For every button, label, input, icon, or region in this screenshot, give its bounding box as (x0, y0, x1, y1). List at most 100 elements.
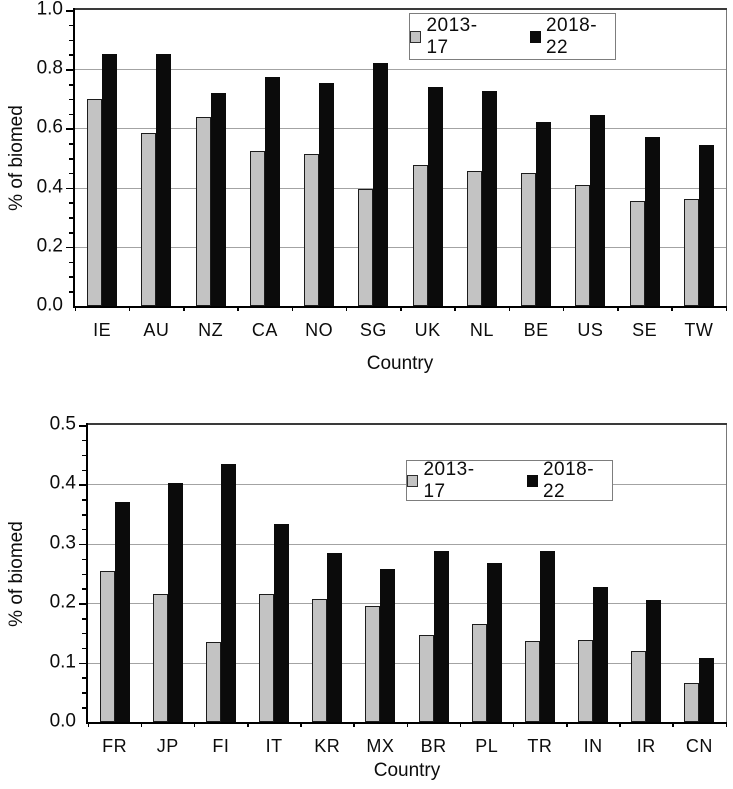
x-category-label: CA (251, 320, 278, 340)
legend-label: 2018-22 (545, 14, 598, 58)
x-boundary-tick (300, 722, 302, 727)
bar-TW-2018-22 (698, 144, 714, 306)
y-tick-label: 0.6 (36, 116, 63, 138)
y-minor-tick (69, 113, 73, 116)
legend-swatch-2018-22 (529, 30, 541, 43)
x-boundary-tick (566, 722, 568, 727)
x-axis-title: Country (373, 760, 441, 781)
x-category-label: IN (583, 736, 603, 756)
x-boundary-tick (74, 306, 76, 311)
bar-IT-2018-22 (274, 524, 290, 722)
y-axis-title: % of biomed (6, 521, 27, 627)
y-axis-line (86, 423, 88, 724)
y-minor-tick (82, 677, 86, 679)
x-category-label: TW (684, 320, 714, 340)
y-minor-tick (69, 276, 73, 278)
y-tick-label: 0.0 (49, 710, 76, 732)
x-category-label: KR (314, 736, 341, 756)
plot-area: 0.5 0.4 0.3 0.2 0.1 0.0 FR JP FI IT KR MX BR PL TR IN IR… (50, 414, 727, 756)
plot-border-right (725, 10, 727, 306)
gridline (88, 543, 726, 545)
bar-IR-2018-22 (646, 600, 662, 722)
bar-CA-2018-22 (264, 76, 280, 306)
x-category-label: NZ (198, 320, 224, 340)
bar-FR-2018-22 (114, 502, 130, 722)
legend-swatch-2018-22 (526, 474, 538, 487)
y-tick-label: 0.2 (49, 591, 76, 613)
x-boundary-tick (619, 722, 621, 727)
bar-BE-2018-22 (536, 122, 552, 306)
bar-IN-2018-22 (593, 586, 609, 722)
x-boundary-tick (508, 306, 510, 311)
y-minor-tick (82, 499, 86, 501)
y-minor-tick (82, 647, 86, 650)
y-major-tick (79, 543, 86, 546)
x-category-label: TR (527, 736, 553, 756)
x-category-label: BE (523, 320, 549, 340)
y-minor-tick (69, 84, 73, 86)
y-minor-tick (82, 632, 86, 635)
legend-entry-2013-17: 2013-17 (410, 15, 496, 59)
bar-TR-2013-17 (524, 640, 540, 722)
y-minor-tick (82, 558, 86, 561)
bar-NO-2018-22 (319, 82, 335, 306)
y-minor-tick (82, 573, 86, 575)
x-category-label: JP (156, 736, 179, 756)
y-minor-tick (69, 291, 73, 293)
legend-label: 2013-17 (426, 14, 478, 58)
bar-NZ-2018-22 (210, 92, 226, 306)
x-boundary-tick (247, 722, 249, 727)
x-boundary-tick (345, 306, 348, 311)
legend: 2013-17 2018-22 (406, 459, 613, 503)
y-minor-tick (82, 528, 86, 531)
y-minor-tick (69, 232, 73, 234)
x-boundary-tick (454, 306, 456, 311)
bar-JP-2018-22 (167, 482, 183, 722)
y-minor-tick (69, 24, 73, 27)
x-boundary-tick (725, 722, 727, 727)
y-tick-label: 0.8 (36, 57, 63, 79)
bar-JP-2013-17 (152, 594, 168, 722)
x-boundary-tick (291, 306, 293, 311)
bar-FI-2013-17 (205, 641, 221, 722)
bar-NL-2018-22 (481, 91, 497, 306)
bar-BR-2018-22 (433, 550, 449, 722)
bar-MX-2018-22 (380, 569, 396, 722)
bar-UK-2018-22 (427, 86, 443, 306)
bar-AU-2013-17 (141, 132, 157, 306)
gridline (88, 603, 726, 605)
bar-SG-2018-22 (373, 63, 389, 306)
bar-IE-2018-22 (102, 54, 118, 306)
x-boundary-tick (87, 722, 89, 727)
x-category-label: FI (212, 736, 230, 756)
bar-SG-2013-17 (358, 189, 374, 306)
x-category-label: PL (475, 736, 499, 756)
bar-CN-2018-22 (699, 658, 715, 722)
bar-IT-2013-17 (259, 594, 275, 722)
y-tick-label: 0.4 (36, 176, 63, 198)
bar-MX-2013-17 (365, 605, 381, 722)
x-category-label: NO (305, 320, 334, 340)
y-major-tick (66, 10, 73, 12)
x-boundary-tick (406, 722, 408, 727)
y-tick-label: 0.1 (49, 651, 76, 673)
x-boundary-tick (353, 722, 355, 727)
x-category-label: FR (102, 736, 128, 756)
bar-FI-2018-22 (220, 463, 236, 722)
x-boundary-tick (193, 722, 196, 727)
y-minor-tick (82, 588, 86, 590)
y-minor-tick (69, 143, 73, 145)
bar-AU-2018-22 (156, 54, 172, 306)
y-tick-label: 0.3 (49, 532, 76, 554)
legend-entry-2018-22: 2018-22 (526, 459, 613, 503)
y-minor-tick (69, 158, 73, 160)
legend-entry-2013-17: 2013-17 (407, 459, 493, 503)
x-boundary-tick (725, 306, 727, 311)
y-major-tick (66, 69, 73, 71)
x-boundary-tick (617, 306, 619, 311)
gridline (75, 128, 726, 130)
y-minor-tick (82, 439, 86, 442)
x-boundary-tick (128, 306, 131, 311)
y-minor-tick (69, 172, 73, 175)
x-boundary-tick (562, 306, 565, 311)
